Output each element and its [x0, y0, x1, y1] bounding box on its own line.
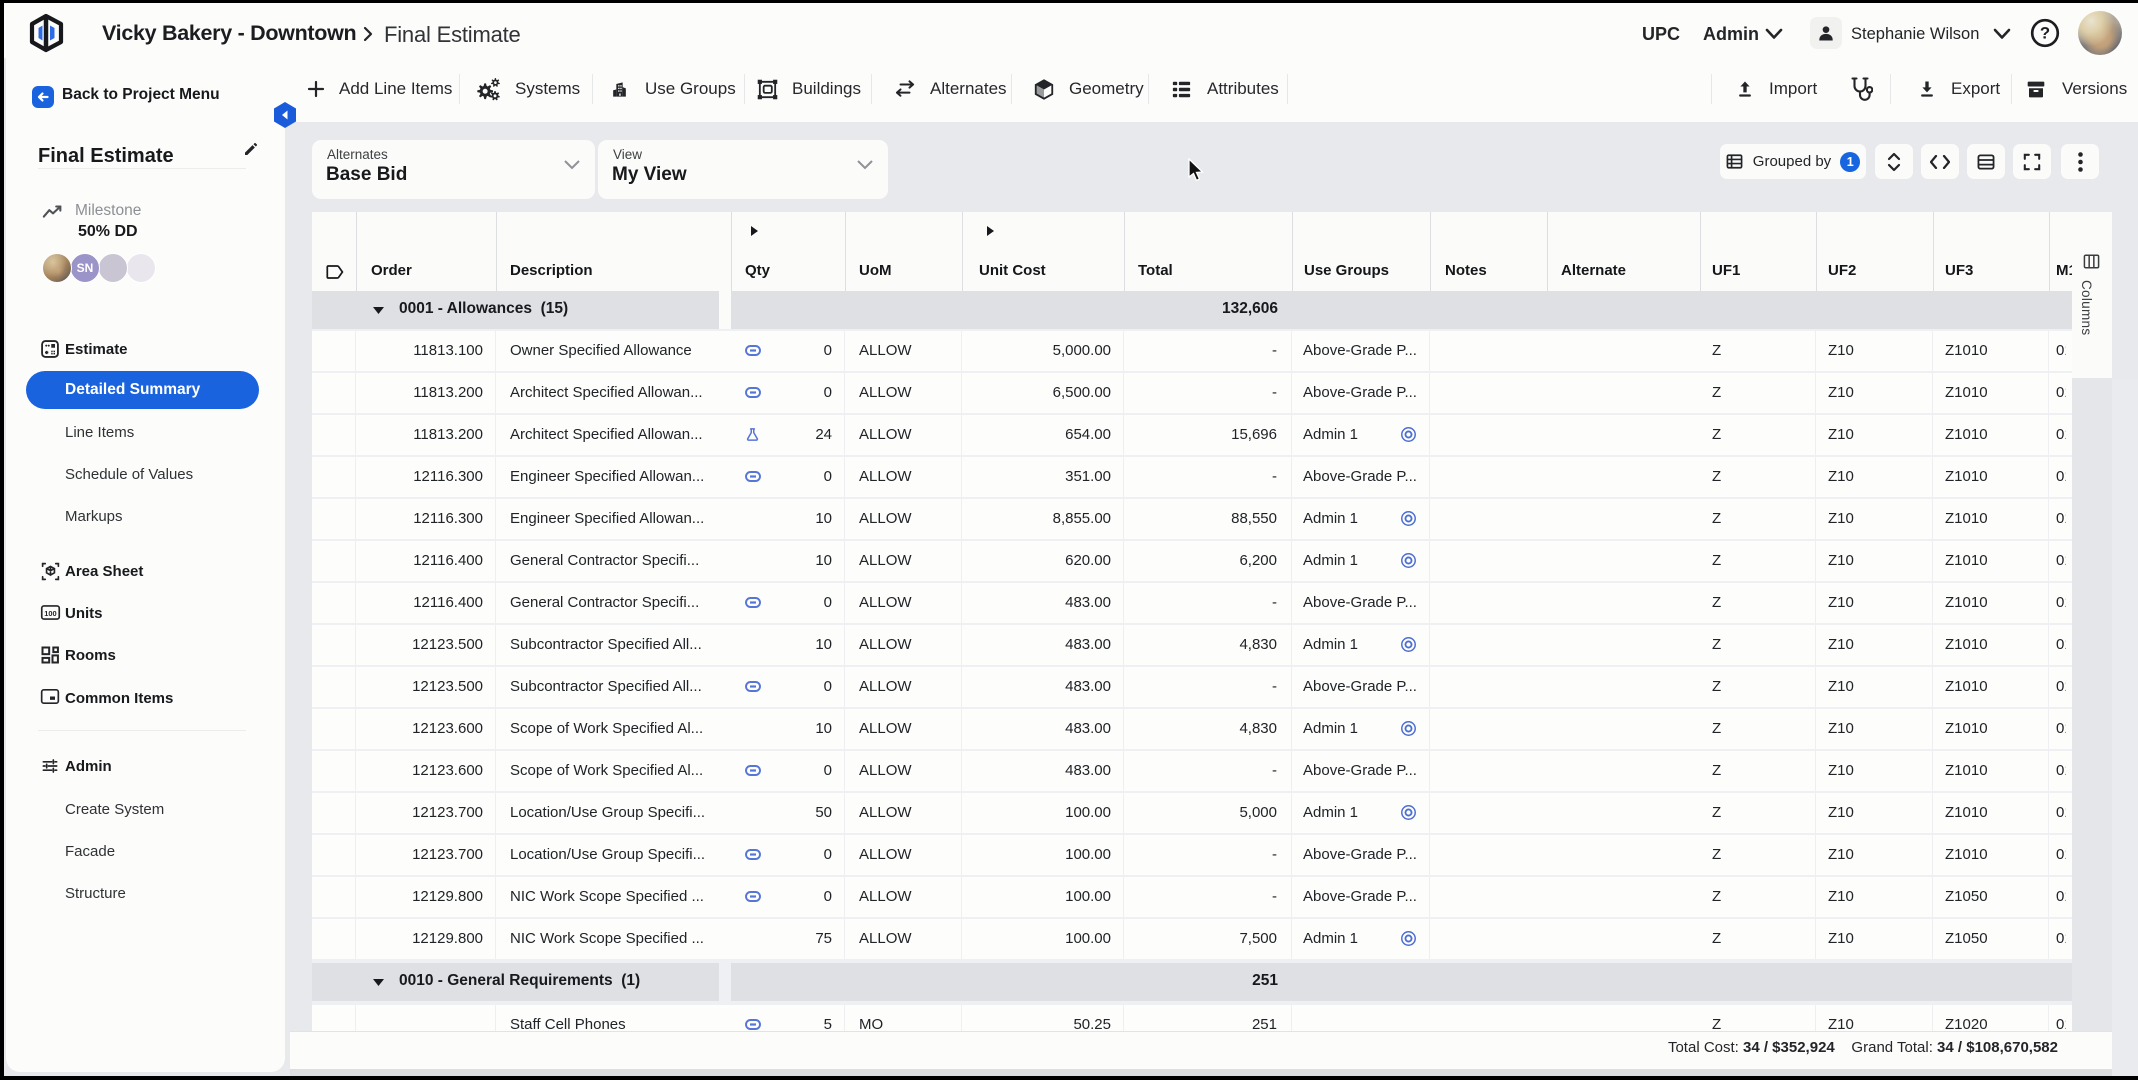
svg-text:100: 100	[44, 609, 56, 618]
svg-text:?: ?	[2040, 24, 2050, 43]
